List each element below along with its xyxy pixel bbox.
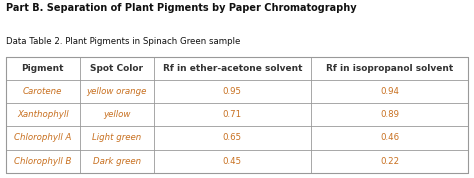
Text: Light green: Light green — [92, 134, 141, 142]
Text: 0.71: 0.71 — [223, 110, 242, 119]
Text: Carotene: Carotene — [23, 87, 63, 96]
Text: Part B. Separation of Plant Pigments by Paper Chromatography: Part B. Separation of Plant Pigments by … — [6, 3, 356, 13]
Text: 0.65: 0.65 — [223, 134, 242, 142]
Text: Xanthophyll: Xanthophyll — [17, 110, 69, 119]
Text: Rf in ether-acetone solvent: Rf in ether-acetone solvent — [163, 64, 302, 73]
Text: yellow orange: yellow orange — [87, 87, 147, 96]
Text: Data Table 2. Plant Pigments in Spinach Green sample: Data Table 2. Plant Pigments in Spinach … — [6, 37, 240, 46]
Text: 0.46: 0.46 — [380, 134, 399, 142]
Text: 0.22: 0.22 — [380, 157, 399, 166]
Text: Spot Color: Spot Color — [90, 64, 143, 73]
Text: Chlorophyll B: Chlorophyll B — [14, 157, 72, 166]
Text: 0.94: 0.94 — [380, 87, 399, 96]
Text: Chlorophyll A: Chlorophyll A — [14, 134, 72, 142]
Text: 0.95: 0.95 — [223, 87, 242, 96]
Text: 0.89: 0.89 — [380, 110, 399, 119]
Text: Dark green: Dark green — [92, 157, 141, 166]
Text: Pigment: Pigment — [21, 64, 64, 73]
Text: 0.45: 0.45 — [223, 157, 242, 166]
Text: Rf in isopropanol solvent: Rf in isopropanol solvent — [326, 64, 453, 73]
Bar — [6, 57, 468, 173]
Text: yellow: yellow — [103, 110, 130, 119]
